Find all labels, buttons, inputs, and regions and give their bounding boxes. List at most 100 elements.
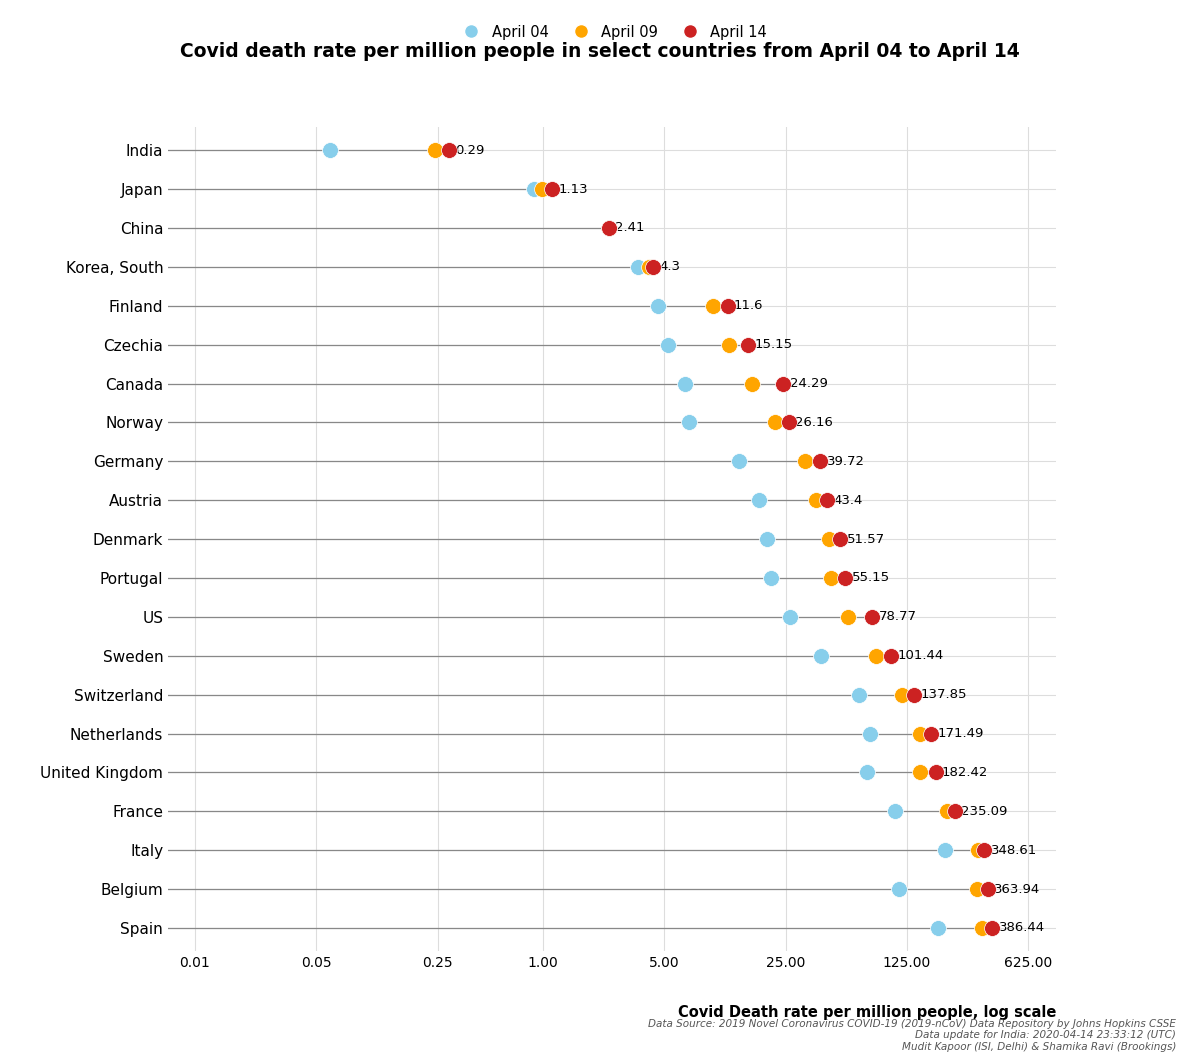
Point [779,414,798,431]
Text: 101.44: 101.44 [898,649,944,663]
Point [133,181,152,198]
Point [133,686,152,703]
Point [629,258,648,275]
Text: 24.29: 24.29 [790,377,828,390]
Point [648,297,667,314]
Point [911,725,930,742]
Point [811,452,830,469]
Point [766,414,785,431]
Text: 26.16: 26.16 [796,415,833,429]
Point [794,452,814,469]
Point [806,492,826,508]
Point [889,880,908,897]
Point [133,764,152,781]
Point [676,375,695,392]
Point [935,841,954,858]
Point [886,803,905,820]
Point [974,841,994,858]
Point [133,414,152,431]
Point [133,142,152,159]
Point [978,880,997,897]
Point [133,452,152,469]
Point [905,686,924,703]
Point [929,920,948,937]
Point [811,647,830,664]
Point [133,220,152,237]
Point [910,764,929,781]
Text: 235.09: 235.09 [961,804,1008,818]
Text: 182.42: 182.42 [942,766,989,779]
Point [743,375,762,392]
Point [817,492,836,508]
Point [820,531,839,548]
Text: 348.61: 348.61 [991,843,1037,856]
Point [718,297,737,314]
Point [835,570,854,587]
Point [703,297,722,314]
Text: 386.44: 386.44 [998,922,1045,934]
Point [542,181,562,198]
Point [774,375,793,392]
Point [133,725,152,742]
Point [133,803,152,820]
Point [640,258,659,275]
Point [882,647,901,664]
Point [761,570,780,587]
Point [730,452,749,469]
Point [133,375,152,392]
Point [749,492,768,508]
Point [850,686,869,703]
Point [983,920,1002,937]
Text: 363.94: 363.94 [994,883,1040,895]
Point [757,531,776,548]
Text: 11.6: 11.6 [734,299,763,312]
Text: 43.4: 43.4 [834,494,863,506]
Point [643,258,662,275]
Point [968,880,988,897]
Point [720,336,739,353]
Point [133,609,152,626]
Point [133,841,152,858]
Point [858,764,877,781]
Point [133,920,152,937]
Text: 15.15: 15.15 [755,338,792,351]
Point [133,258,152,275]
Point [133,570,152,587]
Point [133,531,152,548]
Point [866,647,886,664]
Point [659,336,678,353]
Point [821,570,840,587]
Text: 51.57: 51.57 [847,533,884,545]
Text: 0.29: 0.29 [456,144,485,156]
Point [133,336,152,353]
Point [599,220,618,237]
Point [893,686,912,703]
Text: 39.72: 39.72 [827,455,865,468]
Legend: April 04, April 09, April 14: April 04, April 09, April 14 [451,19,773,45]
Text: 171.49: 171.49 [937,727,984,740]
Point [599,220,618,237]
Text: Data Source: 2019 Novel Coronavirus COVID-19 (2019-nCoV) Data Repository by John: Data Source: 2019 Novel Coronavirus COVI… [648,1019,1176,1052]
Point [863,609,882,626]
Text: 4.3: 4.3 [659,260,680,274]
Point [781,609,800,626]
Point [946,803,965,820]
Text: 78.77: 78.77 [878,610,917,624]
Point [320,142,340,159]
Point [839,609,858,626]
Point [680,414,700,431]
Point [599,220,618,237]
Text: 55.15: 55.15 [852,572,890,585]
Point [439,142,458,159]
Text: 2.41: 2.41 [616,222,644,235]
Point [133,492,152,508]
Point [972,920,991,937]
Point [922,725,941,742]
Point [968,841,988,858]
Point [133,647,152,664]
Point [926,764,946,781]
Point [133,880,152,897]
Point [738,336,757,353]
Text: Covid death rate per million people in select countries from April 04 to April 1: Covid death rate per million people in s… [180,42,1020,61]
Point [524,181,544,198]
